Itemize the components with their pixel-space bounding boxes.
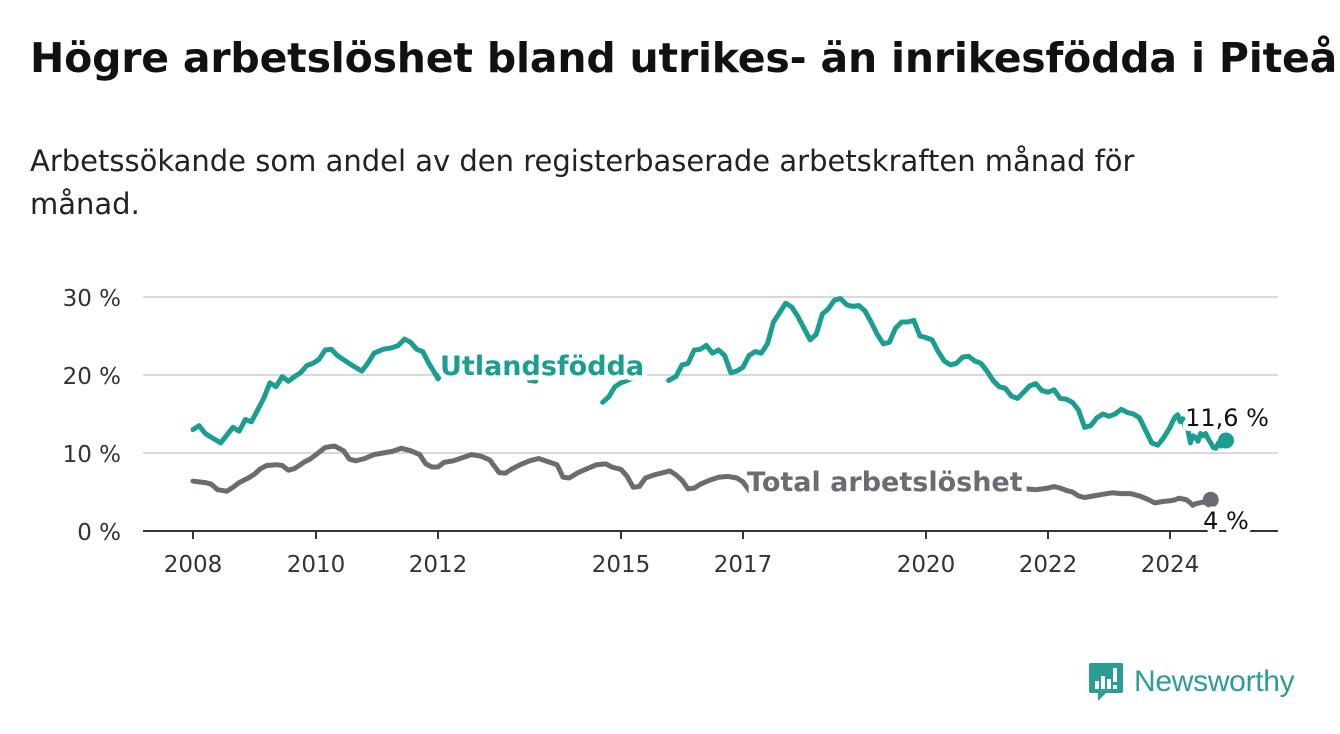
series-lines	[190, 296, 1234, 508]
series-line-utlandsfodda	[666, 296, 1229, 451]
x-tick-label: 2020	[897, 552, 956, 578]
series-label-utlandsfodda: Utlandsfödda	[440, 351, 644, 382]
x-tick-label: 2015	[592, 552, 651, 578]
x-tick-label: 2024	[1141, 552, 1200, 578]
y-tick-label: 30 %	[63, 286, 121, 312]
end-label-total: 4 %	[1203, 507, 1249, 535]
grid-lines	[143, 296, 1278, 454]
bar-chart-speech-bubble-icon	[1088, 661, 1124, 703]
end-label-total-halo: 4 %	[1203, 507, 1249, 535]
series-line-total	[1024, 484, 1214, 508]
newsworthy-logo[interactable]: Newsworthy	[1088, 660, 1295, 704]
end-point-utlandsfodda	[1218, 432, 1234, 449]
series-line-utlandsfodda	[600, 375, 636, 405]
axes: 0 % 10 % 20 % 30 % 2008 2010 2012 2015 2017 2020 2…	[63, 286, 1278, 578]
x-tick-label: 2010	[287, 552, 346, 578]
chart-subtitle: Arbetssökande som andel av den registerb…	[30, 144, 1135, 221]
series-label-total: Total arbetslöshet	[747, 467, 1023, 498]
end-label-utlandsfodda-halo: 11,6 %	[1185, 404, 1269, 432]
x-tick-label: 2017	[714, 552, 773, 578]
y-tick-label: 20 %	[63, 364, 121, 390]
series-line-total	[190, 443, 789, 494]
x-tick-label: 2012	[409, 552, 468, 578]
x-tick-label: 2022	[1019, 552, 1078, 578]
end-point-total	[1202, 491, 1219, 508]
end-label-utlandsfodda: 11,6 %	[1185, 404, 1269, 432]
series-line-utlandsfodda	[527, 378, 539, 384]
chart-title: Högre arbetslöshet bland utrikes- än inr…	[30, 34, 1338, 82]
y-tick-label: 0 %	[77, 520, 121, 546]
logo-text: Newsworthy	[1134, 665, 1295, 698]
series-label-total-halo: Total arbetslöshet	[747, 467, 1023, 498]
y-tick-label: 10 %	[63, 442, 121, 468]
series-line-utlandsfodda	[190, 336, 470, 446]
x-tick-label: 2008	[164, 552, 223, 578]
series-label-utlandsfodda-halo: Utlandsfödda	[440, 351, 644, 382]
